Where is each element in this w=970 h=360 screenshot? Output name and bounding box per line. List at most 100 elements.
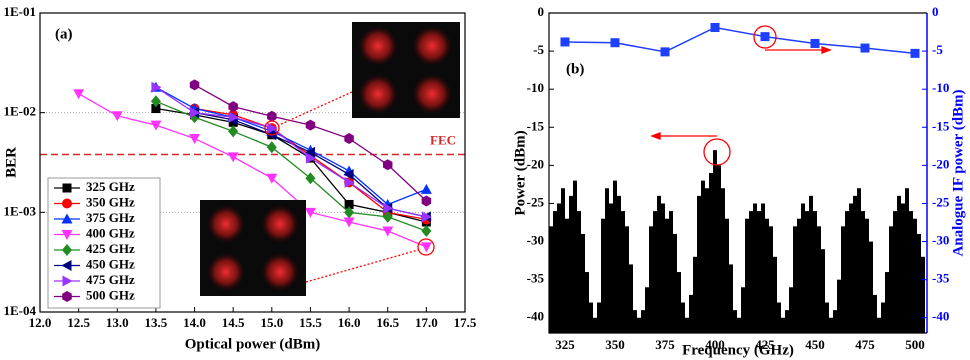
spectrum-bar bbox=[665, 219, 669, 333]
spectrum-bar bbox=[633, 310, 637, 333]
spectrum-bar bbox=[861, 211, 865, 333]
spectrum-bar bbox=[893, 211, 897, 333]
marker bbox=[861, 44, 870, 53]
marker bbox=[344, 133, 354, 144]
marker bbox=[911, 49, 920, 58]
marker bbox=[189, 134, 200, 144]
legend-label: 425 GHz bbox=[86, 241, 135, 256]
x-tick-label: 375 bbox=[655, 337, 675, 352]
legend-marker bbox=[63, 184, 72, 193]
spectrum-bar bbox=[601, 219, 605, 333]
y2-tick-label: 0 bbox=[932, 4, 939, 19]
spectrum-bar bbox=[721, 188, 725, 333]
reference-label: FEC bbox=[430, 133, 456, 148]
x-tick-label: 500 bbox=[905, 337, 925, 352]
spectrum-bar bbox=[869, 242, 873, 333]
marker bbox=[228, 125, 238, 137]
spectrum-bar bbox=[801, 203, 805, 333]
spectrum-bar bbox=[853, 196, 857, 333]
x-tick-label: 450 bbox=[805, 337, 825, 352]
x-tick-label: 14.0 bbox=[183, 315, 206, 330]
x-axis-title: Frequency (GHz) bbox=[682, 342, 794, 358]
spectrum-bar bbox=[605, 188, 609, 333]
spectrum-bar bbox=[685, 318, 689, 333]
x-tick-label: 17.5 bbox=[454, 315, 477, 330]
spectrum-bar bbox=[625, 226, 629, 333]
x-tick-label: 16.0 bbox=[338, 315, 361, 330]
x-tick-label: 15.5 bbox=[299, 315, 322, 330]
y-tick-label: -10 bbox=[527, 80, 544, 95]
spectrum-bar bbox=[877, 318, 881, 333]
spectrum-bar bbox=[809, 196, 813, 333]
spectrum-bar bbox=[785, 310, 789, 333]
spectrum-bar bbox=[573, 181, 577, 333]
spectrum-bar bbox=[629, 264, 633, 333]
spectrum-bar bbox=[841, 226, 845, 333]
spectrum-bar bbox=[917, 234, 921, 333]
x-tick-label: 12.5 bbox=[67, 315, 90, 330]
legend-label: 400 GHz bbox=[86, 225, 135, 240]
spectrum-bar bbox=[849, 203, 853, 333]
panel-label: (b) bbox=[566, 61, 584, 77]
x-tick-label: 13.5 bbox=[145, 315, 168, 330]
marker bbox=[267, 141, 277, 153]
marker bbox=[228, 101, 238, 112]
legend-label: 500 GHz bbox=[86, 287, 135, 302]
marker bbox=[811, 39, 820, 48]
y2-tick-label: -35 bbox=[932, 271, 950, 286]
y2-axis-title: Analogue IF power (dBm) bbox=[950, 89, 966, 256]
y-tick-label: 1E-02 bbox=[4, 104, 37, 119]
y2-tick-label: -30 bbox=[932, 233, 949, 248]
y2-tick-label: -25 bbox=[932, 194, 950, 209]
spectrum-bar bbox=[657, 196, 661, 333]
spectrum-bar bbox=[669, 211, 673, 333]
spectrum-bar bbox=[701, 181, 705, 333]
x-tick-label: 14.5 bbox=[222, 315, 245, 330]
spectrum-bar bbox=[897, 196, 901, 333]
spectrum-bar bbox=[597, 303, 601, 333]
spectrum-bar bbox=[805, 211, 809, 333]
spectrum-bar bbox=[645, 287, 649, 333]
spectrum-bar bbox=[901, 203, 905, 333]
marker bbox=[661, 47, 670, 56]
spectrum-bar bbox=[865, 219, 869, 333]
marker bbox=[761, 32, 770, 41]
spectrum-bar bbox=[745, 219, 749, 333]
legend-label: 350 GHz bbox=[86, 194, 135, 209]
spectrum-bar bbox=[693, 257, 697, 333]
spectrum-bar bbox=[845, 211, 849, 333]
spectrum-bar bbox=[921, 257, 925, 333]
y-tick-label: 1E-03 bbox=[4, 203, 37, 218]
y2-tick-label: -20 bbox=[932, 156, 949, 171]
spectrum-bar bbox=[797, 219, 801, 333]
spectrum-bar bbox=[557, 203, 561, 333]
spectrum-bar bbox=[677, 272, 681, 333]
spectrum-bar bbox=[733, 310, 737, 333]
y-tick-label: -20 bbox=[527, 156, 544, 171]
marker bbox=[382, 226, 393, 236]
spectrum-bar bbox=[873, 295, 877, 333]
spectrum-bar bbox=[825, 303, 829, 333]
legend-label: 375 GHz bbox=[86, 210, 135, 225]
constellation-inset bbox=[352, 22, 460, 118]
spectrum-bar bbox=[829, 318, 833, 333]
spectrum-bar bbox=[613, 181, 617, 333]
spectrum-bar bbox=[585, 272, 589, 333]
spectrum-bar bbox=[857, 188, 861, 333]
spectrum-bar bbox=[773, 257, 777, 333]
x-tick-label: 350 bbox=[605, 337, 625, 352]
marker bbox=[421, 225, 431, 237]
marker bbox=[306, 120, 316, 131]
spectrum-bar bbox=[689, 295, 693, 333]
y-axis-title: BER bbox=[3, 147, 19, 178]
spectrum-bar bbox=[817, 226, 821, 333]
legend-label: 450 GHz bbox=[86, 256, 135, 271]
x-tick-label: 15.0 bbox=[260, 315, 283, 330]
spectrum-bar bbox=[769, 226, 773, 333]
spectrum-bar bbox=[697, 196, 701, 333]
spectrum-bar bbox=[637, 318, 641, 333]
marker bbox=[228, 152, 239, 162]
spectrum-bar bbox=[589, 303, 593, 333]
spectrum-bar bbox=[793, 226, 797, 333]
y-tick-label: -35 bbox=[527, 271, 545, 286]
